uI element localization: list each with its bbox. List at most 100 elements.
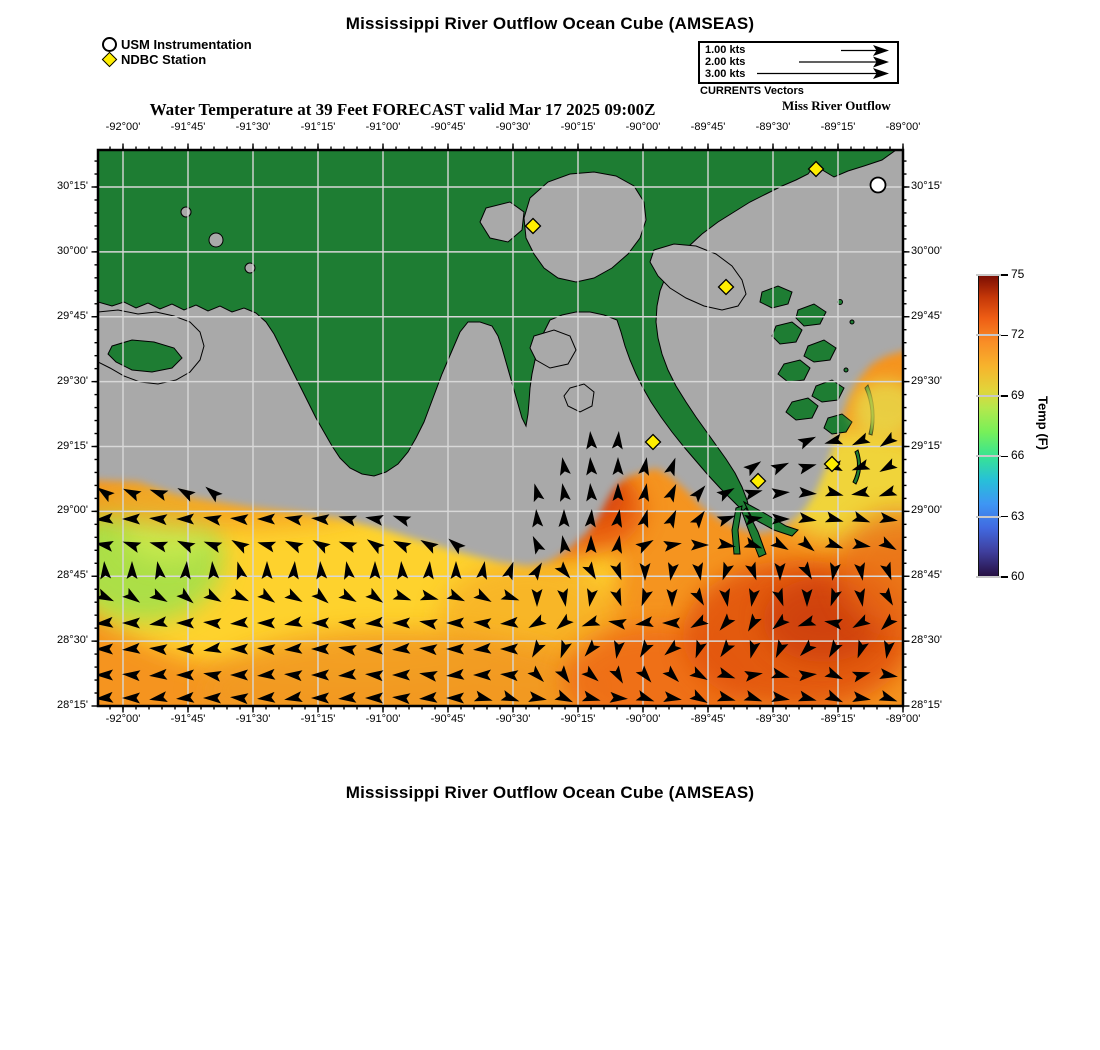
current-arrow <box>559 483 571 502</box>
current-arrow <box>397 561 409 580</box>
ndbc-station-marker[interactable] <box>807 160 825 178</box>
current-arrow <box>257 691 276 703</box>
current-arrow <box>857 639 869 659</box>
current-arrow <box>419 589 439 601</box>
current-arrow <box>581 615 601 627</box>
current-arrow <box>98 669 113 681</box>
current-arrow <box>879 431 898 447</box>
current-arrow <box>100 561 112 580</box>
current-arrow <box>122 670 141 682</box>
current-arrow <box>154 561 166 580</box>
current-arrow <box>179 561 191 580</box>
x-axis-label-bottom: -92°00' <box>105 713 141 725</box>
current-arrow <box>98 691 114 703</box>
map-border <box>96 148 905 708</box>
x-axis-label-bottom: -90°15' <box>560 713 596 725</box>
y-axis-label-left: 29°30' <box>57 374 88 387</box>
current-arrow <box>230 514 249 526</box>
current-arrow <box>203 618 222 630</box>
over-mask-temperature-smudge <box>852 380 903 436</box>
current-arrow <box>365 616 384 628</box>
current-arrow <box>392 642 411 654</box>
current-arrow <box>419 618 438 630</box>
x-axis-label-bottom: -89°30' <box>755 713 791 725</box>
current-arrow <box>851 486 870 498</box>
current-arrow <box>611 535 623 554</box>
current-arrow <box>743 537 763 549</box>
current-arrow <box>284 691 303 703</box>
current-arrow <box>176 540 196 554</box>
current-arrow <box>798 670 817 682</box>
current-arrow <box>392 515 412 527</box>
current-arrow <box>772 613 790 630</box>
current-arrow <box>664 639 682 656</box>
x-axis-label-bottom: -89°00' <box>885 713 921 725</box>
current-arrow <box>208 561 220 580</box>
current-arrow <box>637 509 649 529</box>
current-arrow <box>852 691 871 703</box>
current-arrow <box>798 486 817 498</box>
current-arrow <box>257 644 276 656</box>
current-arrow <box>775 639 789 659</box>
current-arrow <box>638 483 650 502</box>
current-arrow <box>554 561 571 579</box>
current-arrow <box>230 588 250 602</box>
current-arrow <box>824 511 844 523</box>
current-arrow <box>500 589 520 601</box>
current-arrow <box>500 670 519 682</box>
current-arrow <box>176 617 194 629</box>
y-axis-label-left: 28°15' <box>57 699 88 711</box>
current-arrow <box>149 514 168 526</box>
current-arrow <box>879 668 898 680</box>
current-arrow <box>743 461 762 477</box>
current-arrow <box>257 541 277 553</box>
current-arrow <box>585 535 597 553</box>
current-arrow <box>824 618 843 630</box>
ndbc-station-marker[interactable] <box>749 472 767 490</box>
current-arrow <box>797 436 817 450</box>
current-arrow <box>722 561 734 581</box>
y-axis-label-left: 28°30' <box>57 634 88 647</box>
colorbar-title: Temp (F) <box>1035 396 1051 450</box>
current-arrow <box>557 588 569 607</box>
current-arrow <box>231 540 250 554</box>
biloxi-marsh-islands <box>759 285 855 435</box>
current-arrow <box>473 588 492 602</box>
current-arrow <box>689 666 708 680</box>
current-arrow <box>851 459 871 471</box>
current-arrow <box>586 457 598 476</box>
current-arrow <box>689 510 705 529</box>
usm-station-marker[interactable] <box>869 176 887 194</box>
ndbc-station-marker[interactable] <box>644 433 662 451</box>
current-arrow <box>230 616 249 628</box>
current-arrow <box>584 639 601 657</box>
ndbc-diamond-icon <box>101 51 118 68</box>
y-axis-label-left: 30°00' <box>57 244 88 257</box>
ndbc-station-marker[interactable] <box>524 217 542 235</box>
lake-borgne <box>649 243 747 311</box>
current-arrow <box>203 541 223 553</box>
current-arrow <box>177 488 196 502</box>
vector-legend-arrows <box>757 45 889 79</box>
current-arrow <box>662 617 680 629</box>
current-arrow <box>662 665 680 683</box>
current-arrow <box>236 561 248 581</box>
current-arrow <box>149 616 168 628</box>
colorbar-tick-label: 75 <box>1011 267 1025 281</box>
current-arrow <box>122 488 142 502</box>
y-axis-label-left: 28°45' <box>57 569 88 582</box>
current-arrow <box>149 644 168 656</box>
current-arrow <box>854 562 866 581</box>
current-arrow <box>149 588 168 602</box>
current-arrow <box>771 691 790 703</box>
current-arrow <box>798 561 812 580</box>
ndbc-station-marker[interactable] <box>823 455 841 473</box>
little-lake <box>563 383 595 413</box>
ndbc-station-marker[interactable] <box>717 278 735 296</box>
current-arrow <box>176 669 194 681</box>
current-arrow <box>851 511 871 523</box>
small-lake <box>180 206 192 218</box>
current-arrow <box>695 639 707 659</box>
current-arrow <box>528 614 547 628</box>
current-arrow <box>365 643 383 655</box>
